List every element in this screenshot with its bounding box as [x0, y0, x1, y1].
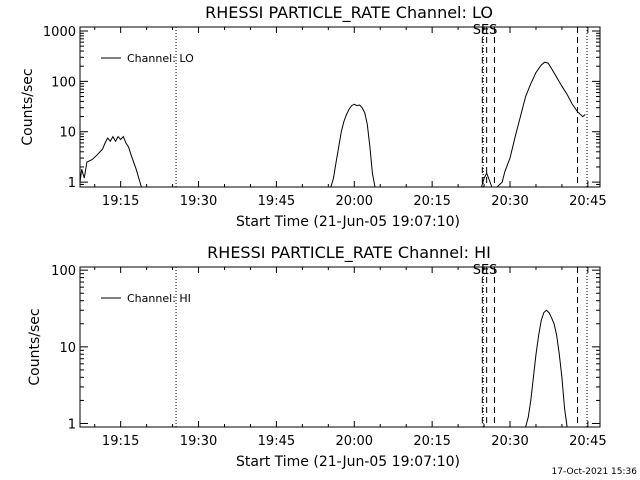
x-tick-label-hi: 20:15 — [413, 434, 450, 449]
series-line-lo — [496, 61, 586, 188]
y-tick-label-lo: 100 — [51, 75, 76, 90]
y-tick-label-hi: 1 — [68, 417, 76, 432]
series-line-hi — [525, 309, 568, 428]
x-tick-label-hi: 20:30 — [491, 434, 528, 449]
y-tick-label-lo: 10 — [59, 126, 76, 141]
x-tick-label-lo: 20:45 — [569, 194, 606, 209]
chart-title-hi: RHESSI PARTICLE_RATE Channel: HI — [207, 243, 491, 263]
y-tick-label-lo: 1000 — [43, 25, 76, 40]
y-axis-label-lo: Counts/sec — [20, 68, 36, 145]
x-tick-label-hi: 19:30 — [180, 434, 217, 449]
y-tick-label-lo: 1 — [68, 176, 76, 191]
x-axis-label-hi: Start Time (21-Jun-05 19:07:10) — [236, 454, 460, 470]
x-tick-label-hi: 19:45 — [258, 434, 295, 449]
plot-frame-hi — [79, 266, 601, 428]
legend-label-lo: Channel: LO — [127, 52, 194, 65]
x-tick-label-hi: 19:15 — [102, 434, 139, 449]
x-axis-label-lo: Start Time (21-Jun-05 19:07:10) — [236, 214, 460, 230]
footer-timestamp: 17-Oct-2021 15:36 — [552, 467, 638, 477]
x-tick-label-lo: 20:30 — [491, 194, 528, 209]
x-tick-label-lo: 19:45 — [258, 194, 295, 209]
y-tick-label-hi: 100 — [51, 264, 76, 279]
series-line-lo — [330, 103, 376, 188]
x-tick-label-hi: 20:45 — [569, 434, 606, 449]
plot-frame-lo — [79, 26, 601, 188]
x-tick-label-lo: 19:30 — [180, 194, 217, 209]
plot-area-lo: 19:15 19:30 19:45 20:00 20:15 20:30 20:45 1 10 10… — [43, 23, 607, 209]
x-tick-label-lo: 19:15 — [102, 194, 139, 209]
x-tick-label-lo: 20:15 — [413, 194, 450, 209]
panel-lo: RHESSI PARTICLE_RATE Channel: LO Start T… — [20, 3, 607, 230]
chart-title-lo: RHESSI PARTICLE_RATE Channel: LO — [205, 3, 493, 23]
ses-annotation-hi: SES — [473, 263, 498, 278]
ses-annotation-lo: SES — [473, 23, 498, 38]
y-axis-label-hi: Counts/sec — [27, 308, 43, 385]
y-tick-label-hi: 10 — [59, 341, 76, 356]
legend-label-hi: Channel: HI — [127, 292, 191, 305]
plot-area-hi: 19:15 19:30 19:45 20:00 20:15 20:30 20:45 1 10 10… — [51, 263, 606, 449]
panel-hi: RHESSI PARTICLE_RATE Channel: HI Start T… — [27, 243, 607, 470]
series-line-lo — [79, 135, 142, 188]
x-tick-label-hi: 20:00 — [336, 434, 373, 449]
x-tick-label-lo: 20:00 — [336, 194, 373, 209]
series-line-lo — [481, 171, 493, 188]
